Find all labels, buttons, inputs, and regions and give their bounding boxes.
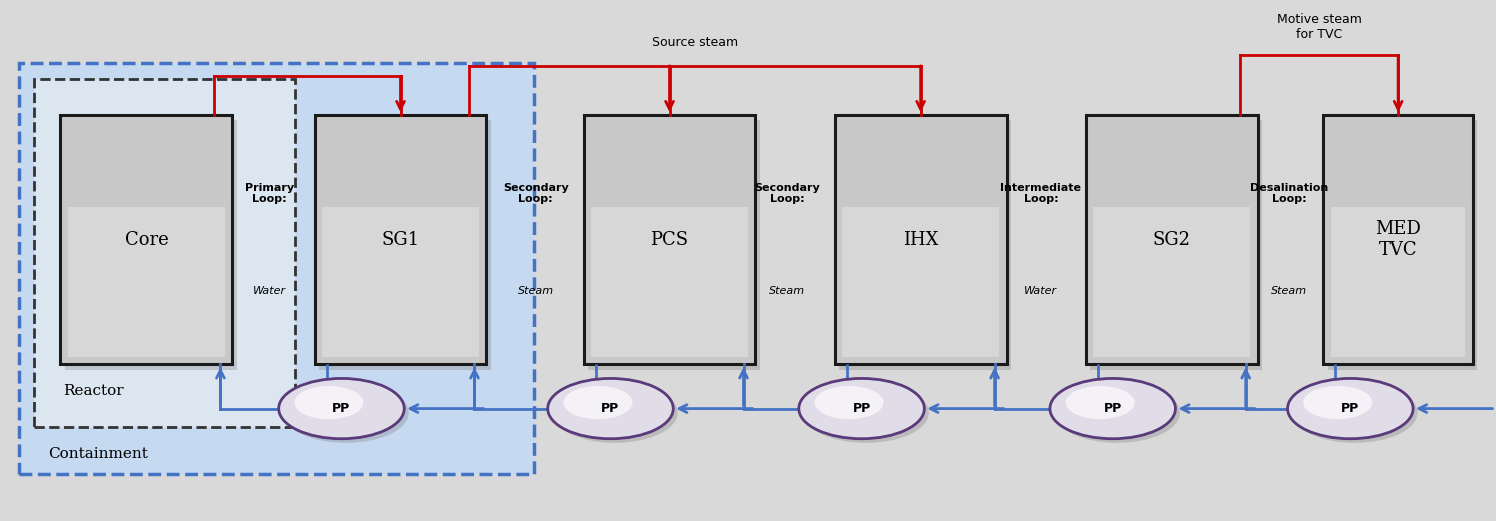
FancyBboxPatch shape [1094,207,1251,357]
Text: PP: PP [1342,402,1360,415]
Text: Water: Water [253,287,286,296]
FancyBboxPatch shape [314,115,486,364]
Text: PP: PP [1104,402,1122,415]
FancyBboxPatch shape [839,120,1011,369]
Text: Source steam: Source steam [651,36,738,49]
FancyBboxPatch shape [591,207,748,357]
Ellipse shape [1065,386,1134,419]
Text: Intermediate
Loop:: Intermediate Loop: [1001,182,1082,204]
Ellipse shape [1055,382,1180,443]
FancyBboxPatch shape [583,115,755,364]
FancyBboxPatch shape [1091,120,1263,369]
FancyBboxPatch shape [64,120,236,369]
Text: Secondary
Loop:: Secondary Loop: [754,182,820,204]
Ellipse shape [1288,378,1414,439]
Text: IHX: IHX [904,231,938,249]
FancyBboxPatch shape [67,207,224,357]
Text: Core: Core [124,231,168,249]
FancyBboxPatch shape [1331,207,1466,357]
Text: Steam: Steam [1272,287,1308,296]
Text: PP: PP [601,402,619,415]
FancyBboxPatch shape [835,115,1007,364]
Text: Motive steam
for TVC: Motive steam for TVC [1276,13,1361,41]
Ellipse shape [548,378,673,439]
Ellipse shape [295,386,364,419]
FancyBboxPatch shape [588,120,760,369]
Ellipse shape [552,382,678,443]
Ellipse shape [564,386,633,419]
Ellipse shape [814,386,884,419]
Text: Primary
Loop:: Primary Loop: [245,182,295,204]
Ellipse shape [1050,378,1176,439]
Text: Steam: Steam [769,287,805,296]
Ellipse shape [799,378,925,439]
Ellipse shape [283,382,408,443]
Text: Steam: Steam [518,287,554,296]
Ellipse shape [803,382,929,443]
Ellipse shape [1293,382,1418,443]
Text: MED
TVC: MED TVC [1375,220,1421,259]
Ellipse shape [1303,386,1372,419]
FancyBboxPatch shape [33,79,295,427]
Text: Reactor: Reactor [63,384,124,398]
Text: Water: Water [1025,287,1058,296]
Text: Secondary
Loop:: Secondary Loop: [503,182,568,204]
FancyBboxPatch shape [842,207,999,357]
FancyBboxPatch shape [60,115,232,364]
FancyBboxPatch shape [1328,120,1478,369]
FancyBboxPatch shape [1086,115,1258,364]
FancyBboxPatch shape [319,120,491,369]
FancyBboxPatch shape [1324,115,1474,364]
Text: PP: PP [332,402,350,415]
Text: Desalination
Loop:: Desalination Loop: [1251,182,1328,204]
Text: PP: PP [853,402,871,415]
Text: SG2: SG2 [1153,231,1191,249]
Ellipse shape [278,378,404,439]
Text: PCS: PCS [651,231,688,249]
FancyBboxPatch shape [18,63,534,474]
Text: Containment: Containment [48,446,148,461]
Text: SG1: SG1 [381,231,419,249]
FancyBboxPatch shape [322,207,479,357]
